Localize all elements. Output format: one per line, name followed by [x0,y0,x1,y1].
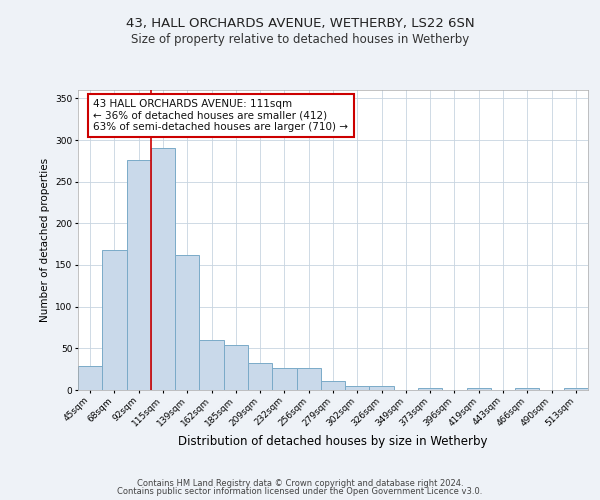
Text: Size of property relative to detached houses in Wetherby: Size of property relative to detached ho… [131,32,469,46]
Bar [224,345,248,390]
Bar [515,388,539,390]
Text: Contains public sector information licensed under the Open Government Licence v3: Contains public sector information licen… [118,487,482,496]
Bar [467,388,491,390]
Bar [248,362,272,390]
Bar [564,388,588,390]
Bar [418,388,442,390]
Bar [102,250,127,390]
Bar [345,386,370,390]
Y-axis label: Number of detached properties: Number of detached properties [40,158,50,322]
Bar [78,366,102,390]
X-axis label: Distribution of detached houses by size in Wetherby: Distribution of detached houses by size … [178,434,488,448]
Text: Contains HM Land Registry data © Crown copyright and database right 2024.: Contains HM Land Registry data © Crown c… [137,478,463,488]
Text: 43 HALL ORCHARDS AVENUE: 111sqm
← 36% of detached houses are smaller (412)
63% o: 43 HALL ORCHARDS AVENUE: 111sqm ← 36% of… [94,99,348,132]
Bar [199,340,224,390]
Bar [296,368,321,390]
Bar [151,148,175,390]
Bar [370,386,394,390]
Bar [321,381,345,390]
Text: 43, HALL ORCHARDS AVENUE, WETHERBY, LS22 6SN: 43, HALL ORCHARDS AVENUE, WETHERBY, LS22… [125,18,475,30]
Bar [175,255,199,390]
Bar [127,160,151,390]
Bar [272,368,296,390]
